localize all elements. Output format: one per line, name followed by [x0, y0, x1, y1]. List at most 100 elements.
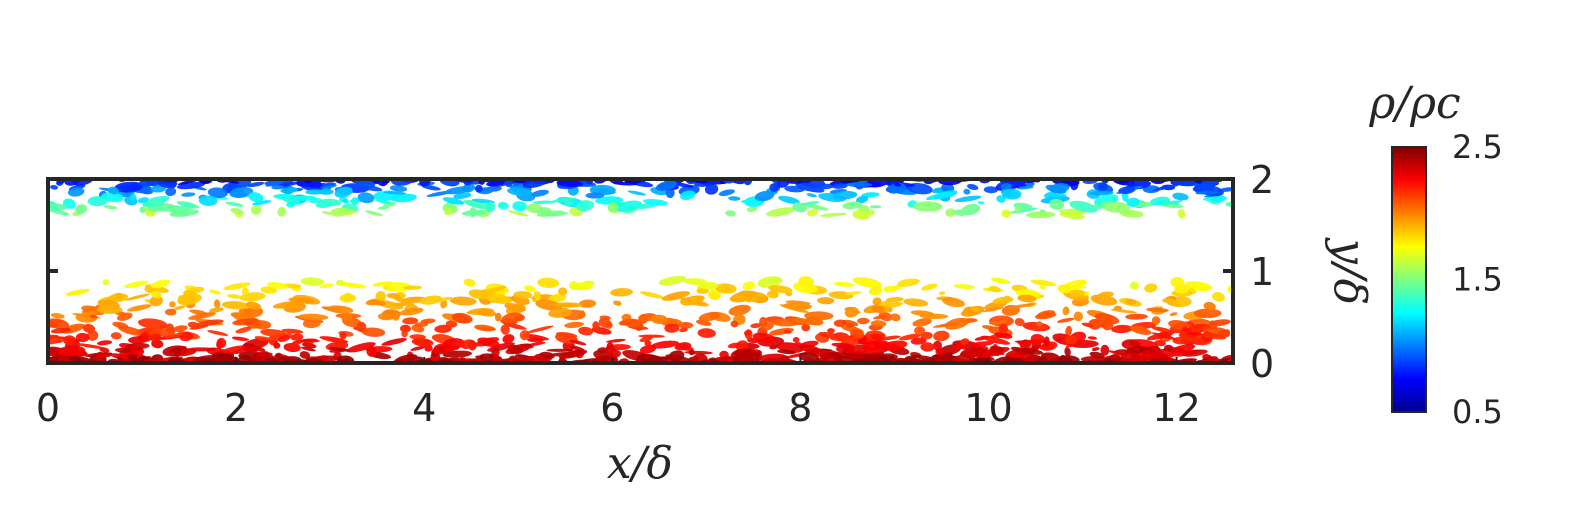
isosurface-blob — [281, 328, 304, 334]
isosurface-blob — [1130, 281, 1139, 290]
isosurface-blob — [676, 344, 694, 351]
isosurface-blob — [920, 331, 933, 340]
isosurface-blob — [734, 348, 761, 360]
isosurface-blob — [845, 182, 873, 188]
isosurface-blob — [277, 207, 287, 217]
isosurface-blob — [779, 304, 809, 313]
isosurface-blob — [1014, 318, 1025, 327]
isosurface-blob — [1203, 301, 1216, 311]
isosurface-blob — [539, 351, 555, 360]
isosurface-blob — [769, 327, 795, 336]
isosurface-blob — [1025, 211, 1056, 219]
isosurface-blob — [63, 335, 77, 346]
isosurface-blob — [868, 286, 883, 296]
isosurface-blob — [688, 349, 696, 356]
isosurface-blob — [169, 209, 200, 217]
isosurface-blob — [305, 189, 326, 195]
isosurface-blob — [608, 199, 626, 206]
isosurface-blob — [477, 337, 500, 348]
isosurface-blob — [278, 181, 300, 187]
isosurface-blob — [358, 184, 383, 192]
isosurface-blob — [537, 277, 560, 289]
isosurface-blob — [1151, 316, 1161, 325]
isosurface-blob — [980, 335, 1011, 345]
isosurface-blob — [232, 346, 257, 355]
isosurface-blob — [334, 186, 353, 198]
isosurface-blob — [58, 345, 86, 357]
isosurface-blob — [799, 344, 823, 355]
y-axis: 0 1 2 — [48, 158, 1274, 386]
plot-area — [48, 179, 1233, 363]
isosurface-blob — [932, 188, 943, 194]
isosurface-blob — [451, 312, 473, 324]
isosurface-blob — [832, 190, 858, 200]
isosurface-blob — [252, 320, 272, 330]
isosurface-blob — [1091, 347, 1100, 352]
isosurface-blob — [127, 304, 152, 312]
isosurface-blob — [272, 301, 300, 309]
isosurface-blob — [1064, 335, 1077, 345]
isosurface-blob — [383, 285, 390, 290]
isosurface-blob — [639, 291, 665, 299]
isosurface-blob — [1151, 184, 1179, 191]
isosurface-blob — [209, 289, 222, 295]
isosurface-blob — [564, 321, 584, 329]
isosurface-blob — [440, 299, 448, 309]
isosurface-blob — [643, 198, 669, 206]
isosurface-blob — [469, 206, 477, 218]
isosurface-blob — [798, 179, 812, 184]
y-axis-title: y/δ — [1324, 237, 1375, 305]
isosurface-blob — [286, 201, 295, 208]
isosurface-blob — [852, 277, 883, 288]
isosurface-blob — [1017, 185, 1034, 190]
colorbar-title: ρ/ρc — [1368, 78, 1460, 129]
isosurface-blob — [989, 345, 998, 354]
isosurface-blob — [556, 179, 584, 188]
isosurface-blob — [935, 348, 946, 356]
isosurface-blob — [319, 283, 334, 289]
x-tick-label: 2 — [224, 386, 248, 430]
isosurface-blob — [174, 347, 181, 358]
isosurface-blob — [339, 293, 356, 303]
isosurface-blob — [884, 302, 903, 308]
isosurface-blob — [523, 285, 536, 292]
isosurface-blob — [1108, 350, 1129, 357]
isosurface-blob — [374, 198, 392, 205]
isosurface-blob — [659, 181, 677, 187]
isosurface-blob — [124, 293, 151, 301]
isosurface-blob — [627, 190, 647, 196]
isosurface-blob — [1146, 307, 1169, 313]
isosurface-blob — [759, 316, 768, 327]
isosurface-blob — [261, 341, 268, 346]
isosurface-blob — [216, 353, 235, 361]
isosurface-blob — [1030, 334, 1045, 344]
isosurface-blob — [95, 351, 106, 362]
isosurface-blob — [818, 331, 842, 339]
isosurface-blob — [939, 291, 946, 296]
isosurface-blob — [213, 299, 221, 309]
isosurface-blob — [463, 278, 476, 287]
isosurface-blob — [570, 282, 593, 291]
isosurface-blob — [220, 345, 246, 354]
isosurface-blob — [833, 319, 847, 327]
isosurface-blob — [1057, 284, 1072, 294]
isosurface-blob — [1161, 200, 1180, 205]
isosurface-blob — [1090, 294, 1118, 306]
isosurface-blob — [537, 207, 552, 217]
isosurface-blob — [319, 198, 342, 207]
isosurface-blob — [1100, 344, 1110, 356]
isosurface-blob — [1081, 322, 1094, 328]
isosurface-blob — [932, 322, 961, 328]
isosurface-blob — [165, 187, 177, 197]
isosurface-blob — [142, 200, 165, 208]
isosurface-blob — [776, 179, 790, 188]
isosurface-blob — [592, 321, 600, 332]
isosurface-blob — [1065, 343, 1076, 348]
isosurface-blob — [129, 193, 137, 201]
isosurface-blob — [1000, 183, 1012, 190]
isosurface-blob — [390, 302, 415, 307]
isosurface-blob — [757, 276, 783, 288]
isosurface-blob — [553, 302, 583, 308]
isosurface-blob — [223, 282, 251, 291]
